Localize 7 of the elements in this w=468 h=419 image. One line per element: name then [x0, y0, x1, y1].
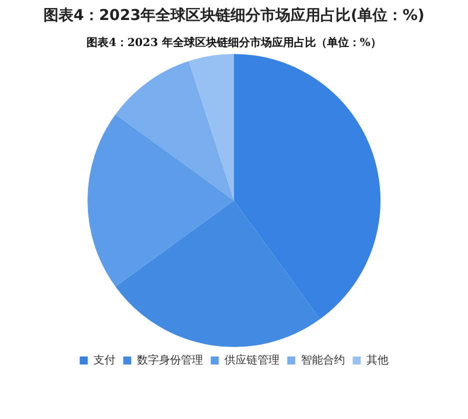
legend-label: 智能合约	[300, 354, 345, 367]
legend-label: 支付	[93, 354, 116, 367]
chart-subtitle: 图表4：2023 年全球区块链细分市场应用占比（单位：%）	[86, 35, 382, 50]
legend-label: 数字身份管理	[136, 354, 203, 367]
legend-label: 其他	[366, 354, 388, 367]
legend-label: 供应链管理	[224, 354, 280, 367]
chart-title: 图表4：2023年全球区块链细分市场应用占比(单位：%)	[42, 6, 426, 25]
